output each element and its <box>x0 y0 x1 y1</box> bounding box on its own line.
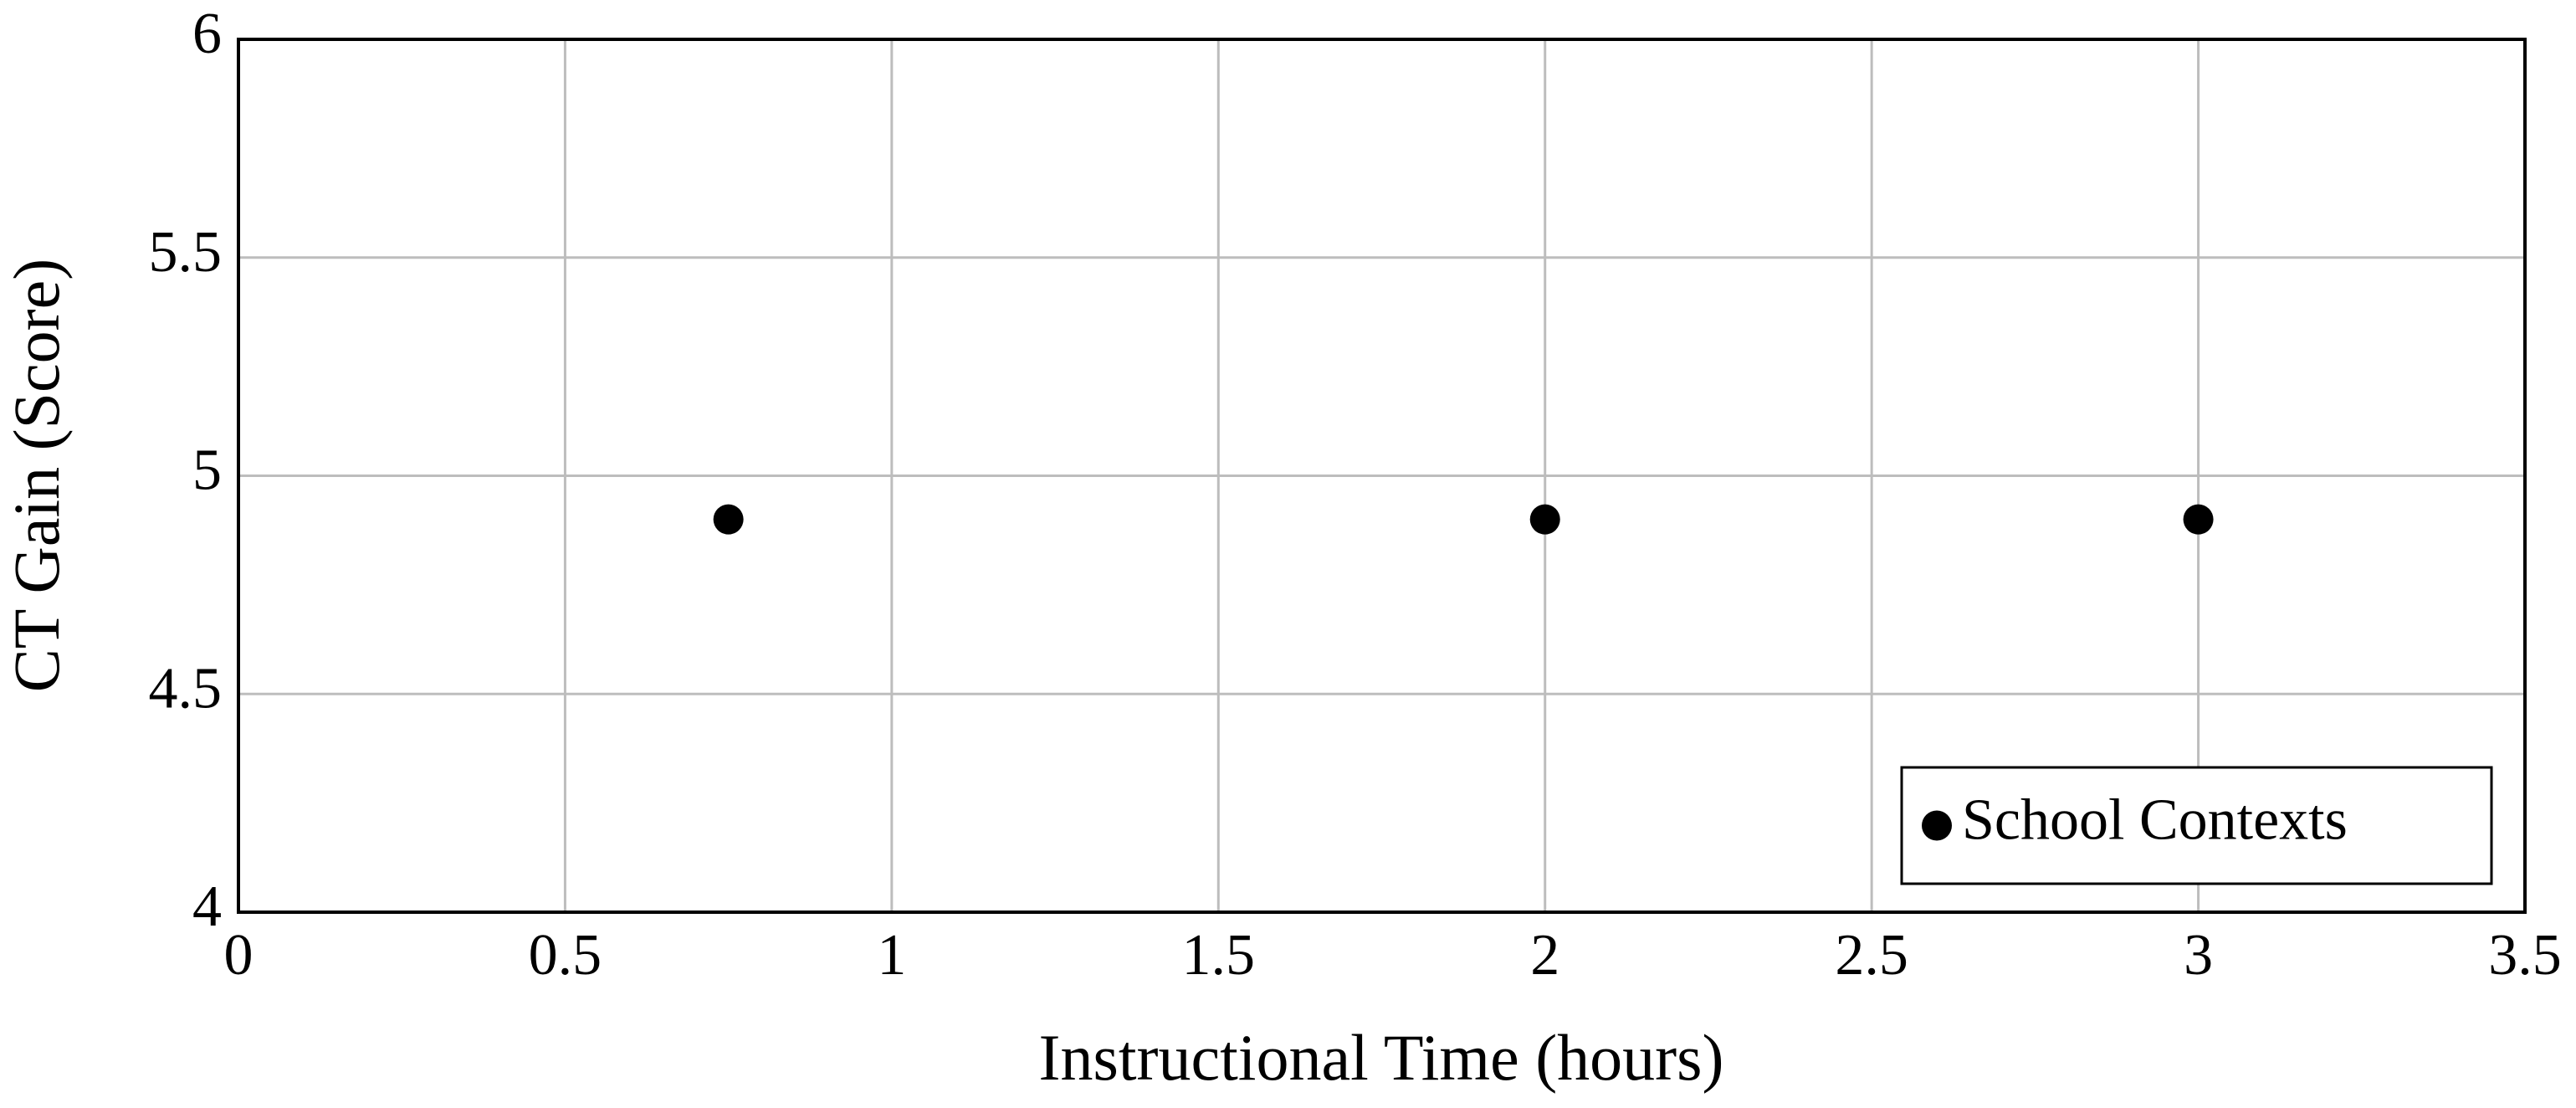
y-tick-label: 4 <box>192 875 222 939</box>
x-tick-label: 2 <box>1530 923 1559 987</box>
x-tick-label: 3 <box>2184 923 2213 987</box>
y-axis-label: CT Gain (Score) <box>0 259 73 692</box>
x-tick-label: 1.5 <box>1182 923 1256 987</box>
legend-box <box>1900 766 2493 885</box>
x-tick-label: 0.5 <box>529 923 602 987</box>
legend-label: School Contexts <box>1962 788 2348 853</box>
x-tick-label: 3.5 <box>2488 923 2562 987</box>
plot-frame <box>237 38 2527 914</box>
y-tick-label: 6 <box>192 2 222 66</box>
y-tick-label: 5 <box>192 439 222 503</box>
data-point <box>1529 504 1560 535</box>
x-axis-label: Instructional Time (hours) <box>1039 1021 1724 1094</box>
legend-marker <box>1922 810 1952 841</box>
data-point <box>713 504 744 535</box>
y-tick-label: 5.5 <box>149 220 223 285</box>
data-point <box>2183 504 2214 535</box>
x-tick-label: 2.5 <box>1835 923 1908 987</box>
x-tick-label: 1 <box>877 923 906 987</box>
y-tick-label: 4.5 <box>149 656 223 721</box>
x-tick-label: 0 <box>224 923 254 987</box>
